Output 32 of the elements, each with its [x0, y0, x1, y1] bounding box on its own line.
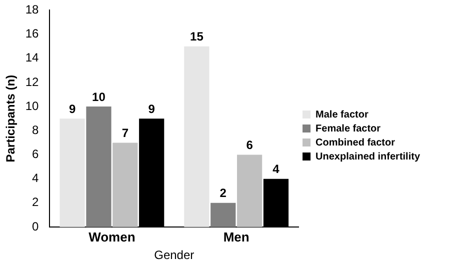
y-tick-label: 8: [32, 122, 40, 137]
legend-label: Female factor: [316, 123, 381, 134]
x-tick-label: Men: [223, 229, 250, 244]
data-label: 2: [220, 186, 227, 200]
data-label: 7: [122, 126, 129, 140]
data-label: 10: [92, 90, 106, 104]
legend-label: Unexplained infertility: [316, 151, 420, 162]
x-axis-title: Gender: [154, 248, 194, 262]
y-tick-label: 6: [32, 147, 40, 162]
bar: [86, 106, 112, 227]
y-tick-label: 18: [25, 2, 40, 17]
y-tick-label: 0: [32, 219, 40, 234]
bar: [60, 118, 85, 227]
y-tick-label: 2: [32, 195, 40, 210]
data-label: 4: [272, 162, 280, 176]
y-tick-label: 10: [25, 98, 40, 113]
y-axis-title: Participants (n): [4, 74, 18, 162]
y-tick-label: 12: [25, 74, 40, 89]
x-tick-label: Women: [88, 229, 136, 244]
legend-label: Combined factor: [316, 137, 396, 148]
bar: [237, 154, 262, 227]
y-tick-label: 14: [25, 50, 40, 65]
data-label: 9: [148, 102, 156, 116]
bar: [210, 202, 236, 227]
data-label: 6: [246, 138, 254, 152]
bar: [112, 142, 138, 227]
y-tick-label: 16: [25, 26, 40, 41]
y-tick-label: 4: [32, 171, 40, 186]
bar: [184, 46, 210, 227]
legend-label: Male factor: [316, 109, 368, 120]
data-label: 15: [190, 30, 204, 44]
data-label: 9: [68, 102, 76, 116]
